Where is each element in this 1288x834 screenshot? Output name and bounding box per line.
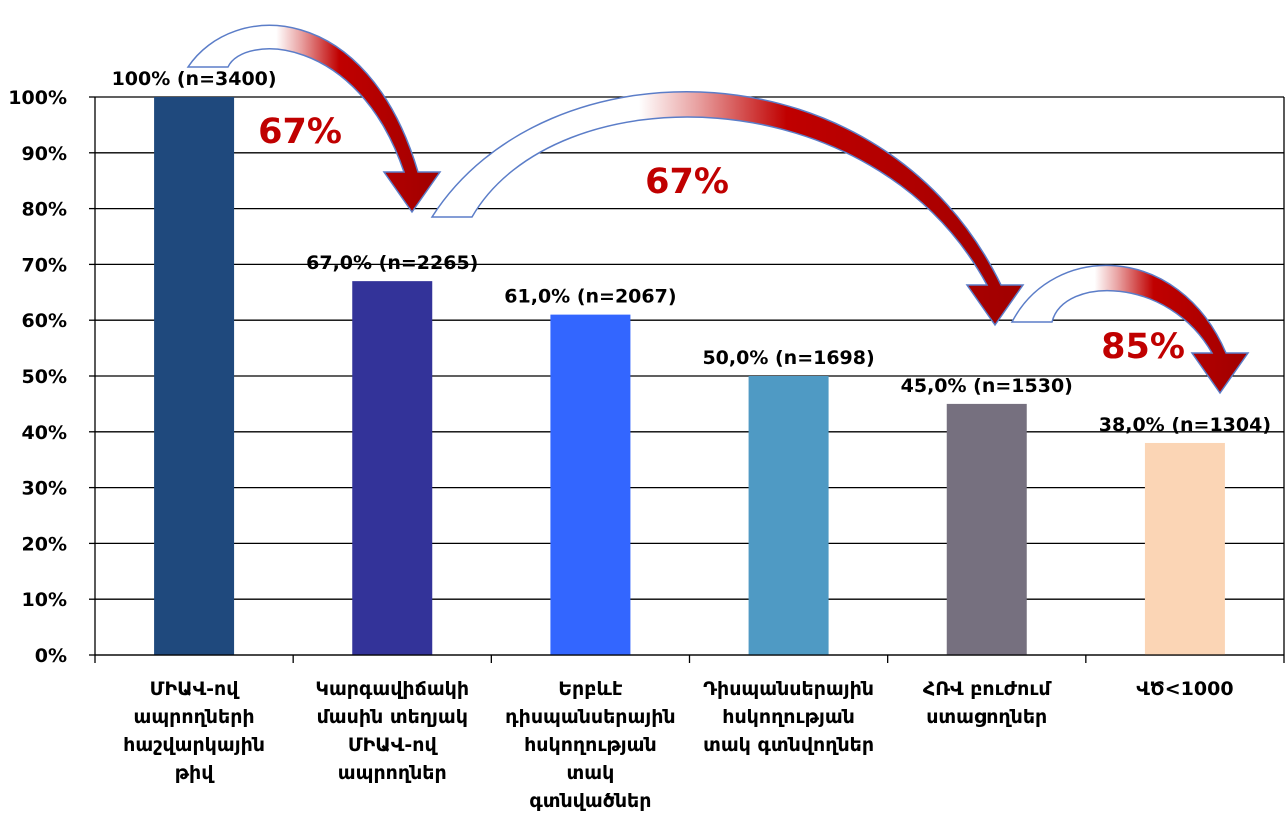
data-label: 61,0% (n=2067) [504, 286, 676, 308]
x-category-label: Կարգավիճակի մասին տեղյակ ՄԻԱՎ-ով ապրողնե… [315, 678, 470, 784]
y-tick-label: 80% [22, 199, 67, 221]
x-category-label: Երբևէ դիսպանսերային հսկողության տակ գտնվ… [505, 678, 676, 812]
y-tick-label: 40% [22, 422, 67, 444]
bar [352, 281, 433, 655]
x-category-label: Դիսպանսերային հսկողության տակ գտնվողներ [703, 678, 875, 756]
y-tick-label: 20% [22, 533, 67, 555]
flow-arrow [430, 91, 1025, 327]
y-tick-label: 50% [22, 366, 67, 388]
x-category-label: ՎԾ<1000 [1136, 678, 1234, 700]
data-label: 100% (n=3400) [112, 68, 277, 90]
y-tick-label: 30% [22, 478, 67, 500]
bar [946, 403, 1027, 655]
data-label: 45,0% (n=1530) [901, 375, 1073, 397]
y-tick-label: 100% [8, 87, 67, 109]
y-tick-label: 90% [22, 143, 67, 165]
y-tick-label: 70% [22, 254, 67, 276]
flow-percentage-label: 67% [258, 112, 342, 152]
bar [154, 97, 235, 655]
bars [154, 97, 1225, 655]
bar [748, 376, 829, 655]
y-tick-label: 0% [35, 645, 67, 667]
flow-arrow [186, 24, 442, 214]
flow-percentage-label: 67% [645, 162, 729, 202]
axes: 0% 10% 20% 30% 40% 50% 60% 70% 80% 90% 100% [8, 87, 1285, 667]
y-tick-label: 10% [22, 589, 67, 611]
grid-lines [95, 96, 1284, 656]
bar [550, 314, 631, 655]
data-label: 38,0% (n=1304) [1099, 414, 1271, 436]
data-label: 50,0% (n=1698) [702, 347, 874, 369]
x-category-label: ՀՌՎ բուժում ստացողներ [922, 678, 1051, 728]
data-labels: 100% (n=3400) 67,0% (n=2265) 61,0% (n=2067… [112, 68, 1271, 436]
flow-arrows [186, 24, 1250, 395]
flow-percentage-label: 85% [1101, 327, 1185, 367]
bar [1144, 442, 1225, 655]
y-tick-label: 60% [22, 310, 67, 332]
flow-arrow [1010, 264, 1250, 395]
data-label: 67,0% (n=2265) [306, 252, 478, 274]
x-category-label: ՄԻԱՎ-ով ապրողների հաշվարկային թիվ [123, 678, 265, 784]
